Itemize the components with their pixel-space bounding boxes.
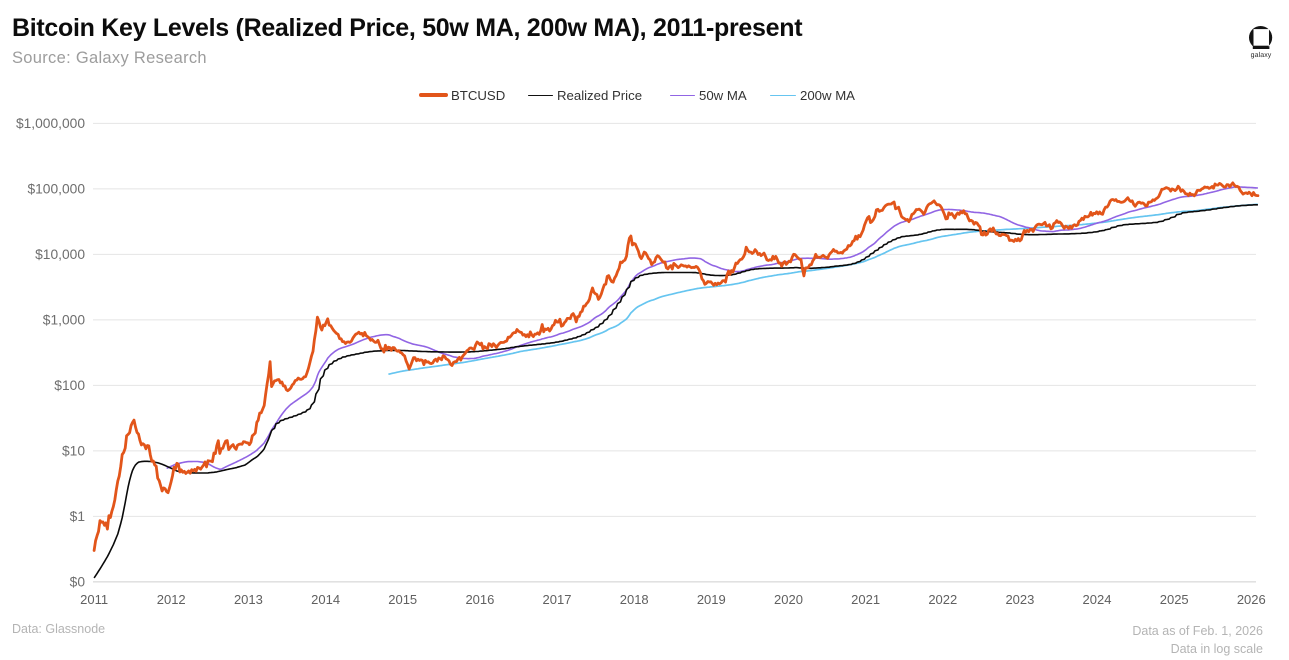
svg-text:2025: 2025	[1160, 592, 1189, 607]
svg-text:$1: $1	[70, 509, 85, 524]
svg-text:$100,000: $100,000	[27, 181, 85, 196]
svg-text:2015: 2015	[388, 592, 417, 607]
svg-text:2021: 2021	[851, 592, 880, 607]
svg-text:2014: 2014	[311, 592, 340, 607]
svg-text:$10: $10	[62, 443, 85, 458]
svg-text:$1,000: $1,000	[43, 312, 86, 327]
svg-text:2013: 2013	[234, 592, 263, 607]
svg-text:$1,000,000: $1,000,000	[16, 116, 85, 131]
svg-text:2012: 2012	[157, 592, 186, 607]
svg-text:2011: 2011	[80, 592, 108, 607]
svg-text:2023: 2023	[1005, 592, 1034, 607]
svg-text:2022: 2022	[928, 592, 957, 607]
svg-text:2024: 2024	[1083, 592, 1112, 607]
svg-text:2017: 2017	[543, 592, 572, 607]
svg-text:2026: 2026	[1237, 592, 1266, 607]
svg-text:2019: 2019	[697, 592, 726, 607]
svg-text:$10,000: $10,000	[35, 247, 85, 262]
svg-text:$0: $0	[70, 574, 86, 589]
svg-text:$100: $100	[54, 378, 85, 393]
svg-text:2018: 2018	[620, 592, 649, 607]
svg-text:2020: 2020	[774, 592, 803, 607]
svg-text:2016: 2016	[465, 592, 494, 607]
